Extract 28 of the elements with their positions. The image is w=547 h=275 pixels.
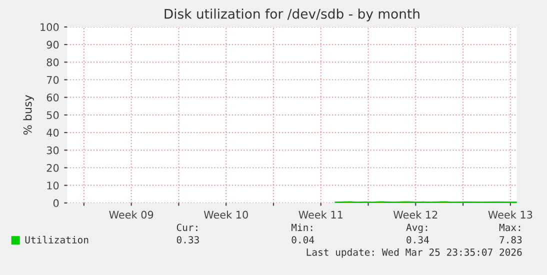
y-tick-label: 70: [46, 76, 59, 84]
y-tick-label: 20: [46, 164, 59, 172]
legend-label: Utilization: [25, 236, 88, 244]
x-tick-label: Week 10: [204, 210, 248, 219]
y-tick-label: 30: [46, 146, 59, 154]
y-axis-title: % busy: [23, 95, 34, 135]
text: Last update: Wed Mar 25 23:35:07 2026: [306, 248, 522, 258]
y-tick-label: 0: [53, 199, 59, 208]
y-tick-label: 60: [46, 94, 59, 102]
text: 0.33: [176, 236, 199, 244]
y-tick-label: 50: [46, 111, 59, 120]
y-tick-label: 10: [47, 182, 59, 190]
y-tick-label: 40: [46, 128, 59, 137]
x-tick-label: Week 09: [109, 210, 154, 219]
x-tick-label: Week 12: [393, 210, 438, 219]
y-tick-label: 80: [46, 58, 59, 66]
text: Max:: [499, 224, 520, 232]
text: 0.34: [406, 236, 429, 244]
text: Min:: [292, 224, 312, 231]
text: Avg:: [406, 224, 428, 233]
text: 0.04: [292, 236, 314, 244]
y-tick-label: 100: [40, 23, 59, 32]
y-tick-label: 90: [46, 40, 59, 49]
chart-title: Disk utilization for /dev/sdb - by month: [164, 8, 420, 22]
x-tick-label: Week 11: [298, 210, 342, 219]
x-tick-label: Week 13: [488, 210, 532, 219]
text: 7.83: [500, 236, 522, 244]
text: Cur:: [176, 224, 198, 232]
